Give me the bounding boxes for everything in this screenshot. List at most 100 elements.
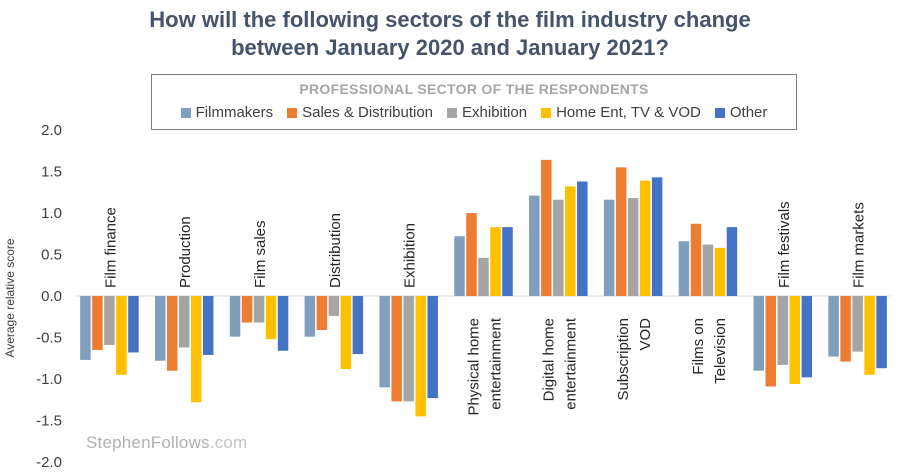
bar xyxy=(379,296,390,388)
category-label: Physical home xyxy=(466,318,483,416)
chart-title: How will the following sectors of the fi… xyxy=(0,6,900,62)
bar xyxy=(490,227,501,296)
bar xyxy=(801,296,813,378)
chart-title-line-1: How will the following sectors of the fi… xyxy=(149,7,751,32)
category-label: Film sales xyxy=(252,220,269,288)
bar xyxy=(690,223,702,296)
watermark-domain: .com xyxy=(209,433,248,452)
bar xyxy=(316,296,328,331)
bar xyxy=(603,199,615,296)
bar xyxy=(427,296,438,399)
y-tick-label: 0.5 xyxy=(41,247,62,264)
bar xyxy=(104,296,115,345)
bar xyxy=(577,181,588,296)
y-tick-label: -0.5 xyxy=(36,330,62,347)
legend-title: PROFESSIONAL SECTOR OF THE RESPONDENTS xyxy=(299,81,649,97)
bar xyxy=(229,296,241,337)
bar xyxy=(565,186,576,296)
category-label: Film finance xyxy=(102,207,119,288)
bar xyxy=(454,236,465,296)
bar xyxy=(765,296,777,387)
category-labels: Film finance Production Film sales Distribu… xyxy=(102,201,867,415)
bar xyxy=(502,227,513,296)
bar xyxy=(166,296,178,371)
category-label: entertainment xyxy=(488,317,505,410)
legend-item: Other xyxy=(714,104,768,121)
legend-label: Sales & Distribution xyxy=(302,104,434,121)
y-tick-label: 1.5 xyxy=(41,164,62,181)
bar xyxy=(828,296,839,357)
category-label: Exhibition xyxy=(402,223,419,288)
bar xyxy=(651,177,663,296)
category-label: Films on xyxy=(690,318,707,375)
legend-item: Home Ent, TV & VOD xyxy=(541,104,701,121)
bar xyxy=(391,296,402,402)
bar xyxy=(714,247,726,296)
category-label: Subscription xyxy=(615,318,632,401)
bar xyxy=(340,296,352,370)
legend-label: Filmmakers xyxy=(195,104,274,121)
bar xyxy=(529,195,540,296)
bar xyxy=(328,296,340,316)
bar xyxy=(178,296,190,348)
legend-item: Sales & Distribution xyxy=(287,104,433,121)
bar xyxy=(277,296,289,351)
bar xyxy=(541,159,552,296)
bar xyxy=(116,296,127,375)
legend-swatch xyxy=(287,107,298,118)
legend-swatch xyxy=(714,107,725,118)
bar xyxy=(864,296,875,375)
legend-swatch xyxy=(541,107,552,118)
bar xyxy=(265,296,277,340)
bar xyxy=(639,180,651,296)
bar xyxy=(478,257,489,296)
legend-label: Other xyxy=(729,104,768,121)
bar xyxy=(403,296,414,402)
y-tick-label: 0.0 xyxy=(41,288,62,305)
bar-marks xyxy=(80,159,887,417)
bar xyxy=(876,296,887,369)
bar xyxy=(726,227,738,296)
y-axis-label: Average relative score xyxy=(3,238,17,358)
legend-swatch xyxy=(180,107,191,118)
legend-items: Filmmakers Sales & Distribution Exhibition… xyxy=(152,104,796,121)
bar xyxy=(615,167,627,296)
bar xyxy=(627,198,639,296)
watermark-name: StephenFollows xyxy=(86,433,210,452)
legend-label: Exhibition xyxy=(462,104,528,121)
bar xyxy=(154,296,166,361)
bar xyxy=(352,296,364,355)
y-tick-labels: 2.0 1.5 1.0 0.5 0.0 -0.5 -1.0 -1.5 -2.0 xyxy=(36,122,62,471)
category-label: Production xyxy=(177,216,194,288)
bar xyxy=(789,296,801,384)
bar xyxy=(753,296,765,371)
y-tick-label: -1.5 xyxy=(36,413,62,430)
category-label: Digital home xyxy=(540,318,557,401)
legend-item: Filmmakers xyxy=(180,104,274,121)
category-label: Film markets xyxy=(851,202,868,288)
y-tick-label: -1.0 xyxy=(36,371,62,388)
bar xyxy=(840,296,851,362)
bar xyxy=(304,296,316,337)
bar xyxy=(466,213,477,296)
bar xyxy=(852,296,863,352)
bar xyxy=(777,296,789,365)
y-tick-label: 1.0 xyxy=(41,205,62,222)
chart-title-line-2: between January 2020 and January 2021? xyxy=(231,35,669,60)
bar xyxy=(190,296,202,403)
bar xyxy=(241,296,253,323)
legend: PROFESSIONAL SECTOR OF THE RESPONDENTS F… xyxy=(151,74,797,130)
category-label: Television xyxy=(712,318,729,384)
bar xyxy=(202,296,214,355)
legend-item: Exhibition xyxy=(447,104,527,121)
y-tick-label: -2.0 xyxy=(36,454,62,471)
category-label: Distribution xyxy=(327,213,344,288)
category-label: VOD xyxy=(637,318,654,351)
legend-label: Home Ent, TV & VOD xyxy=(556,104,701,121)
bar xyxy=(253,296,265,323)
y-tick-label: 2.0 xyxy=(41,122,62,139)
legend-swatch xyxy=(447,107,458,118)
bar xyxy=(80,296,91,360)
category-label: entertainment xyxy=(562,317,579,410)
